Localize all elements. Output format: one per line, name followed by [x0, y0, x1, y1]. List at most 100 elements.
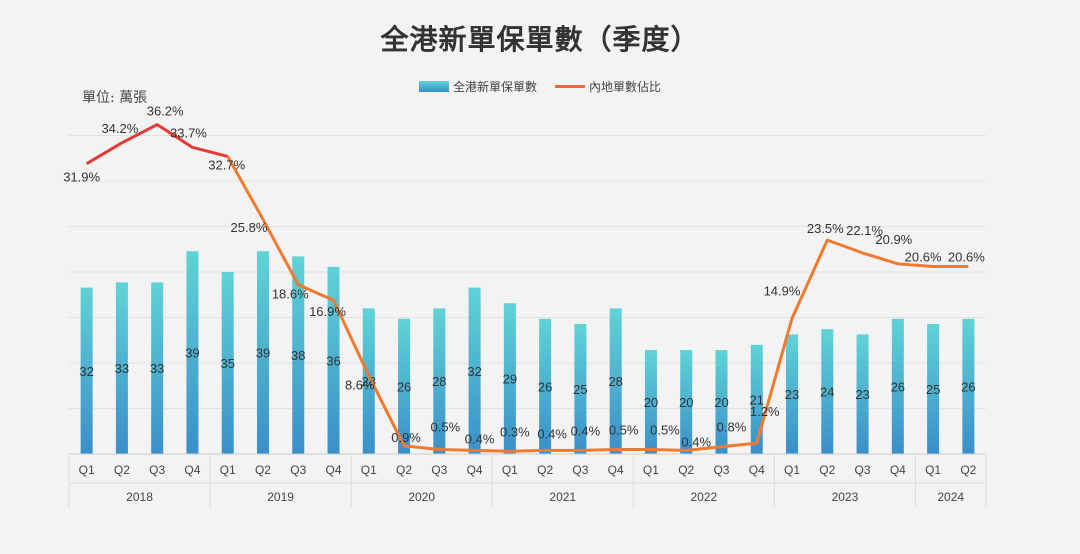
line-value-label: 0.4%	[465, 431, 495, 446]
bar	[433, 308, 446, 454]
bar	[927, 324, 940, 454]
bar	[327, 266, 340, 454]
line-value-label: 25.8%	[231, 220, 268, 235]
line-value-label: 1.2%	[750, 404, 780, 419]
line-value-label: 0.5%	[431, 419, 461, 434]
bar-value-label: 25	[573, 382, 587, 397]
year-label: 2022	[690, 490, 717, 504]
line-value-label: 34.2%	[101, 121, 138, 136]
line-value-label: 33.7%	[170, 125, 207, 140]
year-label: 2020	[408, 490, 435, 504]
bar-value-label: 21	[750, 392, 764, 407]
x-tick-label: Q2	[537, 463, 553, 477]
x-tick-label: Q2	[819, 463, 835, 477]
bar-value-label: 32	[467, 364, 481, 379]
line-value-label: 20.6%	[948, 250, 985, 265]
x-tick-label: Q3	[149, 463, 165, 477]
bar	[609, 308, 622, 454]
bar-value-label: 36	[326, 353, 340, 368]
x-tick-label: Q4	[749, 463, 765, 477]
year-label: 2019	[267, 490, 294, 504]
bar-value-label: 25	[926, 382, 940, 397]
bar-value-label: 32	[79, 364, 93, 379]
line-value-label: 8.6%	[345, 378, 375, 393]
line-value-label: 0.3%	[500, 424, 530, 439]
x-tick-label: Q3	[431, 463, 447, 477]
bar	[962, 318, 975, 454]
line-value-label: 20.6%	[905, 250, 942, 265]
x-tick-label: Q2	[678, 463, 694, 477]
line-value-label: 0.9%	[391, 430, 421, 445]
line-value-label: 14.9%	[764, 283, 801, 298]
line-value-label: 0.4%	[681, 434, 711, 449]
x-tick-label: Q1	[361, 463, 377, 477]
bar	[574, 324, 587, 454]
line-value-label: 20.9%	[875, 232, 912, 247]
x-tick-label: Q2	[960, 463, 976, 477]
bar	[821, 329, 834, 454]
bar-value-label: 35	[220, 356, 234, 371]
year-label: 2024	[937, 490, 964, 504]
line-value-label: 23.5%	[807, 221, 844, 236]
line-value-label: 16.9%	[309, 304, 346, 319]
x-tick-label: Q1	[784, 463, 800, 477]
legend-line-swatch	[555, 85, 585, 88]
bar	[398, 318, 411, 454]
bar-value-label: 28	[432, 374, 446, 389]
bar	[292, 256, 305, 454]
bar	[362, 308, 375, 454]
bar-value-label: 20	[714, 395, 728, 410]
bar-value-label: 29	[503, 372, 517, 387]
x-tick-label: Q1	[643, 463, 659, 477]
line-value-label: 31.9%	[63, 170, 100, 185]
bar	[891, 318, 904, 454]
legend-bar-swatch	[418, 81, 449, 92]
bar-value-label: 26	[538, 379, 552, 394]
line-value-label: 36.2%	[147, 104, 184, 119]
legend-item-line: 內地單數佔比	[555, 78, 661, 95]
x-tick-label: Q2	[255, 463, 271, 477]
bar	[80, 287, 93, 454]
legend-bar-label: 全港新單保單數	[452, 80, 537, 94]
line-value-label: 0.5%	[609, 422, 639, 437]
bar-value-label: 26	[397, 379, 411, 394]
bar-value-label: 38	[291, 348, 305, 363]
x-tick-label: Q4	[467, 463, 483, 477]
bar-value-label: 28	[608, 374, 622, 389]
legend: 全港新單保單數 內地單數佔比	[0, 78, 1080, 95]
x-tick-label: Q4	[184, 463, 200, 477]
bar	[468, 287, 481, 454]
legend-line-label: 內地單數佔比	[589, 80, 662, 94]
line-value-label: 0.4%	[537, 426, 567, 441]
bar	[503, 303, 516, 454]
bar-value-label: 23	[785, 387, 799, 402]
x-tick-label: Q1	[925, 463, 941, 477]
x-tick-label: Q4	[608, 463, 624, 477]
bar-value-label: 20	[679, 395, 693, 410]
x-tick-label: Q3	[855, 463, 871, 477]
bar	[151, 282, 164, 454]
line-series-orange	[226, 155, 969, 453]
bar-value-label: 23	[855, 387, 869, 402]
bar-value-label: 33	[115, 361, 129, 376]
bar	[186, 251, 199, 454]
line-value-label: 0.4%	[571, 423, 601, 438]
chart-title: 全港新單保單數（季度）	[380, 23, 700, 56]
x-tick-label: Q2	[114, 463, 130, 477]
x-tick-label: Q1	[79, 463, 95, 477]
bar	[786, 334, 799, 454]
x-tick-label: Q3	[290, 463, 306, 477]
bar	[644, 350, 657, 454]
line-value-label: 32.7%	[208, 157, 245, 172]
bar	[221, 272, 234, 454]
year-label: 2018	[126, 490, 153, 504]
year-label: 2021	[549, 490, 576, 504]
bar	[856, 334, 869, 454]
bar	[680, 350, 693, 454]
bar	[256, 251, 269, 454]
bar-value-label: 39	[185, 346, 199, 361]
line-value-label: 0.8%	[717, 420, 747, 435]
x-tick-label: Q1	[502, 463, 518, 477]
